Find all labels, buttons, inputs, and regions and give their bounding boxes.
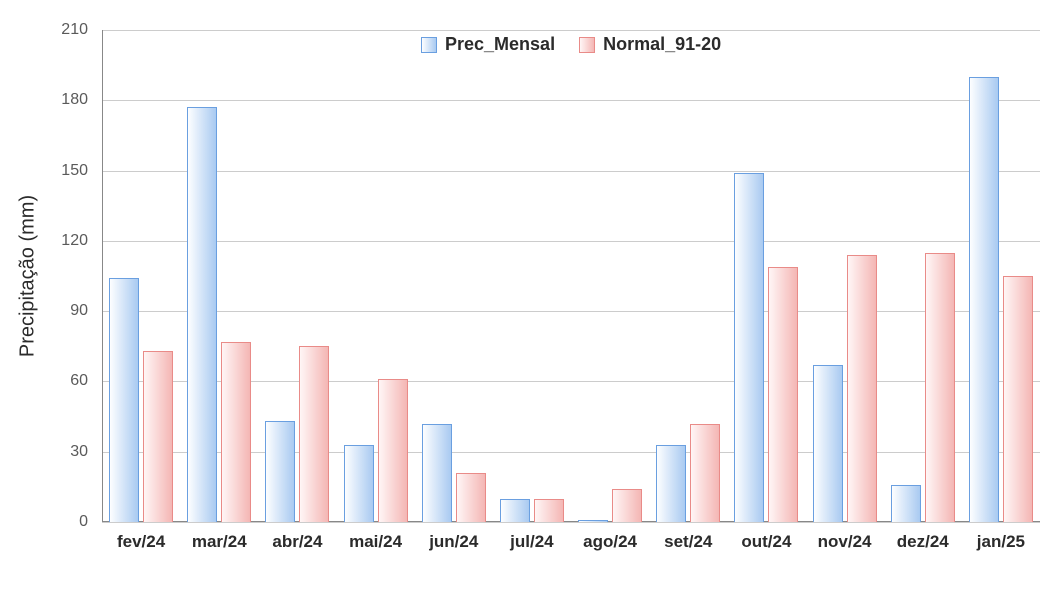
x-tick-label: dez/24 — [897, 532, 949, 552]
x-tick-label: out/24 — [741, 532, 791, 552]
y-axis-line — [102, 30, 103, 522]
precipitation-chart: Precipitação (mm) Prec_MensalNormal_91-2… — [0, 0, 1054, 594]
bar-normal-91-20 — [378, 379, 408, 522]
gridline — [102, 241, 1040, 242]
bar-normal-91-20 — [534, 499, 564, 522]
bar-normal-91-20 — [768, 267, 798, 522]
plot-area — [102, 30, 1040, 522]
gridline — [102, 311, 1040, 312]
bar-prec-mensal — [109, 278, 139, 522]
gridline — [102, 30, 1040, 31]
bar-normal-91-20 — [299, 346, 329, 522]
gridline — [102, 522, 1040, 523]
x-tick-label: mar/24 — [192, 532, 247, 552]
bar-normal-91-20 — [847, 255, 877, 522]
x-tick-label: ago/24 — [583, 532, 637, 552]
bar-prec-mensal — [187, 107, 217, 522]
y-tick-label: 90 — [0, 302, 88, 320]
bar-normal-91-20 — [690, 424, 720, 522]
bar-prec-mensal — [969, 77, 999, 522]
x-tick-label: abr/24 — [272, 532, 322, 552]
y-tick-label: 150 — [0, 162, 88, 180]
x-tick-label: nov/24 — [818, 532, 872, 552]
bar-normal-91-20 — [925, 253, 955, 522]
y-tick-label: 30 — [0, 443, 88, 461]
bar-normal-91-20 — [221, 342, 251, 522]
y-axis-title: Precipitação (mm) — [17, 195, 40, 357]
bar-normal-91-20 — [456, 473, 486, 522]
bar-normal-91-20 — [1003, 276, 1033, 522]
bar-prec-mensal — [578, 520, 608, 522]
x-tick-label: jul/24 — [510, 532, 553, 552]
x-tick-label: jan/25 — [977, 532, 1025, 552]
x-tick-label: jun/24 — [429, 532, 478, 552]
x-tick-label: mai/24 — [349, 532, 402, 552]
y-tick-label: 0 — [0, 513, 88, 531]
bar-prec-mensal — [891, 485, 921, 522]
y-tick-label: 210 — [0, 21, 88, 39]
bar-normal-91-20 — [143, 351, 173, 522]
y-tick-label: 60 — [0, 372, 88, 390]
bar-prec-mensal — [500, 499, 530, 522]
bar-prec-mensal — [656, 445, 686, 522]
bar-prec-mensal — [734, 173, 764, 522]
x-tick-label: fev/24 — [117, 532, 165, 552]
bar-prec-mensal — [265, 421, 295, 522]
bar-normal-91-20 — [612, 489, 642, 522]
bar-prec-mensal — [813, 365, 843, 522]
gridline — [102, 171, 1040, 172]
x-tick-label: set/24 — [664, 532, 712, 552]
bar-prec-mensal — [344, 445, 374, 522]
gridline — [102, 100, 1040, 101]
bar-prec-mensal — [422, 424, 452, 522]
y-tick-label: 120 — [0, 232, 88, 250]
y-tick-label: 180 — [0, 91, 88, 109]
